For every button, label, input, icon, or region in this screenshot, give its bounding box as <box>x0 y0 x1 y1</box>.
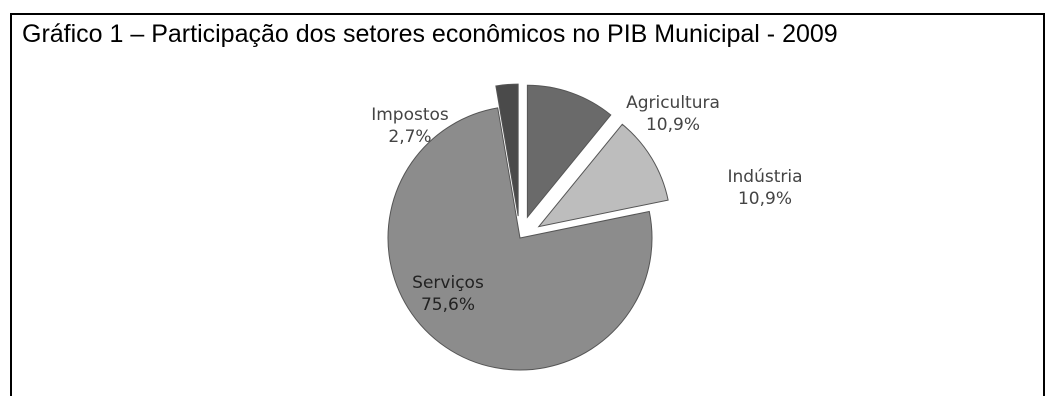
label-industria: Indústria 10,9% <box>710 166 820 210</box>
label-agricultura-name: Agricultura <box>626 93 720 113</box>
label-industria-name: Indústria <box>727 167 803 187</box>
slice-agricultura <box>526 84 612 219</box>
chart-title: Gráfico 1 – Participação dos setores eco… <box>22 20 838 48</box>
label-servicos: Serviços 75,6% <box>398 272 498 316</box>
slice-impostos <box>495 83 519 217</box>
slice-servicos <box>387 107 653 371</box>
label-impostos-name: Impostos <box>371 105 449 125</box>
label-agricultura: Agricultura 10,9% <box>618 92 728 136</box>
slice-industria <box>537 123 669 228</box>
label-impostos: Impostos 2,7% <box>360 104 460 148</box>
label-agricultura-value: 10,9% <box>645 115 700 135</box>
label-industria-value: 10,9% <box>737 189 792 209</box>
label-servicos-name: Serviços <box>412 273 484 293</box>
label-servicos-value: 75,6% <box>420 295 475 315</box>
label-impostos-value: 2,7% <box>388 127 432 147</box>
